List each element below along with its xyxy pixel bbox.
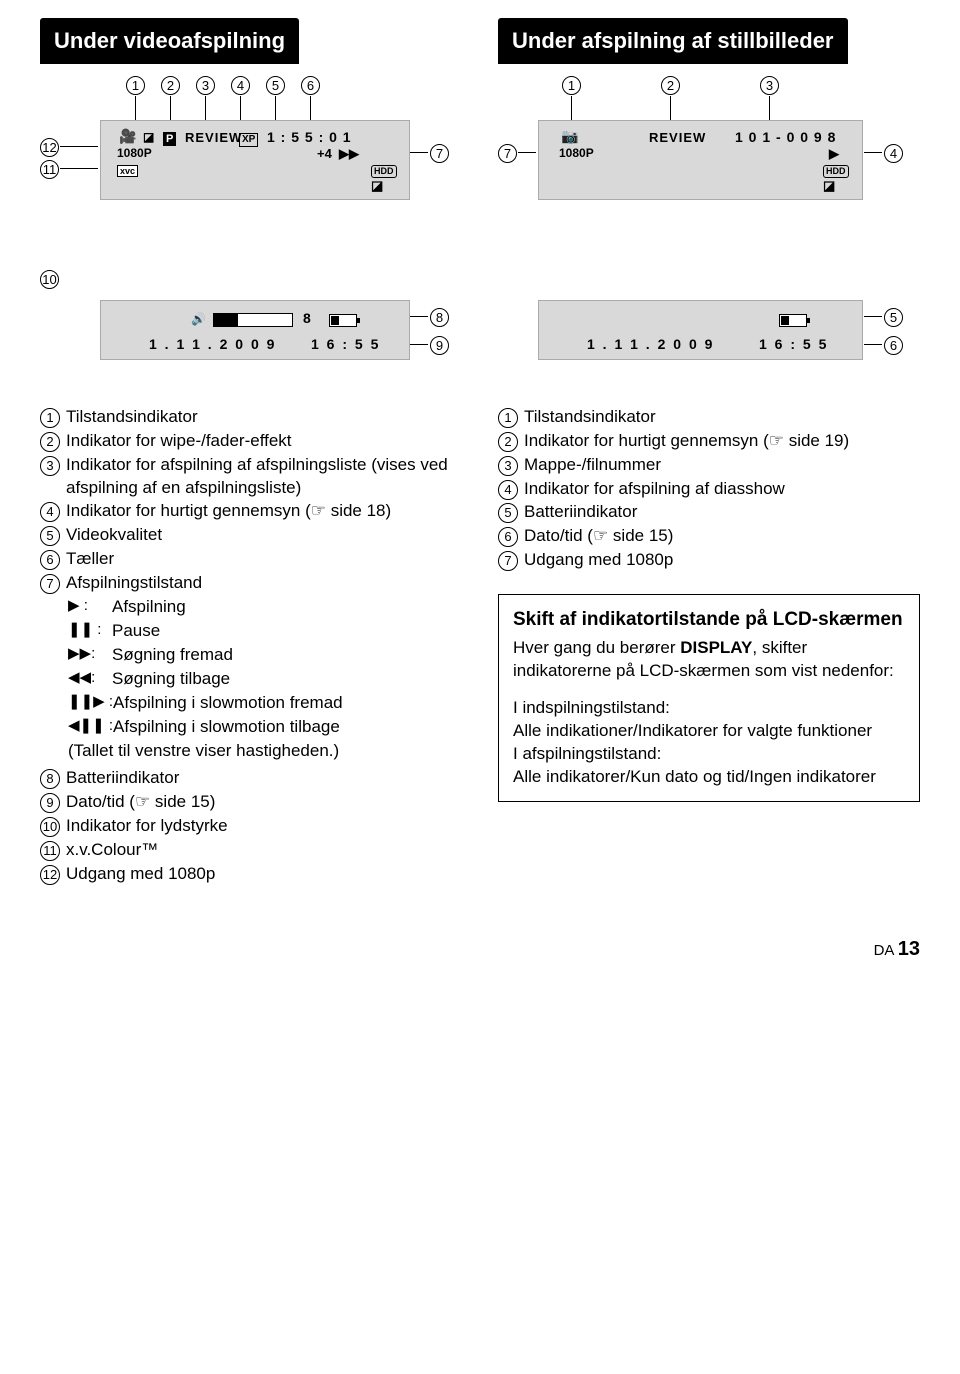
right-column: Under afspilning af stillbilleder 1 2 3 …: [498, 18, 920, 886]
xp-icon: XP: [239, 133, 258, 147]
osd-vol-value: 8: [303, 309, 311, 328]
slowfwd-icon: ❚❚▶ :: [68, 692, 113, 715]
still-diagram: 1 2 3 📷 REVIEW 1 0 1 - 0 0 9 8 1080P ▶ H…: [498, 76, 920, 386]
page-footer: DA 13: [40, 936, 920, 963]
item-text: Indikator for afspilning af diasshow: [524, 478, 920, 501]
left-column: Under videoafspilning 1 2 3 4 5 6 🎥 ◪: [40, 18, 462, 886]
osd-date: 1 . 1 1 . 2 0 0 9: [587, 335, 714, 354]
osd-review: REVIEW: [649, 129, 706, 147]
still-osd-bottom: 1 . 1 1 . 2 0 0 9 1 6 : 5 5: [538, 300, 863, 360]
osd-time: 1 6 : 5 5: [311, 335, 380, 354]
callout: 5: [884, 308, 903, 327]
playmode-text: Afspilning: [112, 596, 186, 619]
item-text: Videokvalitet: [66, 524, 462, 547]
callout: 7: [430, 144, 449, 163]
item-text: x.v.Colour™: [66, 839, 462, 862]
item-text: Batteriindikator: [524, 501, 920, 524]
playmode-text: Søgning fremad: [112, 644, 233, 667]
callout: 10: [40, 270, 59, 289]
slowrev-icon: ◀❚❚ :: [68, 716, 113, 739]
callout: 2: [661, 76, 680, 95]
right-tab-title: Under afspilning af stillbilleder: [498, 18, 848, 64]
pause-icon: ❚❚ :: [68, 620, 112, 643]
item-text: Udgang med 1080p: [66, 863, 462, 886]
battery-icon: [329, 314, 357, 327]
callout: 12: [40, 138, 59, 157]
note-title: Skift af indikatortilstande på LCD-skærm…: [513, 607, 905, 633]
osd-folder: 1 0 1 - 0 0 9 8: [735, 128, 836, 147]
callout: 3: [196, 76, 215, 95]
playmode-text: Søgning tilbage: [112, 668, 230, 691]
osd-date: 1 . 1 1 . 2 0 0 9: [149, 335, 276, 354]
item-text: Tilstandsindikator: [66, 406, 462, 429]
callout: 3: [760, 76, 779, 95]
callout: 2: [161, 76, 180, 95]
playmode-text: Pause: [112, 620, 160, 643]
item-text: Tilstandsindikator: [524, 406, 920, 429]
note-play-label: I afspilningstilstand:: [513, 743, 905, 766]
item-text: Mappe-/filnummer: [524, 454, 920, 477]
note-rec-body: Alle indikationer/Indikatorer for valgte…: [513, 720, 905, 743]
callout: 7: [498, 144, 517, 163]
callout: 6: [884, 336, 903, 355]
p-icon: P: [163, 132, 176, 146]
video-osd-top: 🎥 ◪ P REVIEW XP 1 : 5 5 : 0 1 1080P +4 ▶…: [100, 120, 410, 200]
playmode-text: Afspilning i slowmotion fremad: [113, 692, 343, 715]
callout: 4: [884, 144, 903, 163]
item-text: Udgang med 1080p: [524, 549, 920, 572]
callout: 8: [430, 308, 449, 327]
footer-page: 13: [898, 938, 920, 960]
item-text: Dato/tid (☞ side 15): [66, 791, 462, 814]
osd-res: 1080P: [559, 145, 594, 161]
video-item-list: 1Tilstandsindikator 2Indikator for wipe-…: [40, 406, 462, 886]
note-rec-label: I indspilningstilstand:: [513, 697, 905, 720]
playmode-text: Afspilning i slowmotion tilbage: [113, 716, 340, 739]
xvc-icon: xvc: [117, 165, 138, 177]
osd-res: 1080P: [117, 145, 152, 161]
video-osd-bottom: 🔊 8 1 . 1 1 . 2 0 0 9 1 6 : 5 5: [100, 300, 410, 360]
note-box: Skift af indikatortilstande på LCD-skærm…: [498, 594, 920, 801]
ff-icon: ▶▶:: [68, 644, 112, 667]
item-text: Indikator for hurtigt gennemsyn (☞ side …: [66, 500, 462, 523]
playmodes-note: (Tallet til venstre viser hastigheden.): [68, 740, 462, 763]
still-osd-top: 📷 REVIEW 1 0 1 - 0 0 9 8 1080P ▶ HDD ◪: [538, 120, 863, 200]
callout: 6: [301, 76, 320, 95]
osd-review: REVIEW: [185, 129, 242, 147]
callout: 1: [126, 76, 145, 95]
playmode-sublist: ▶ :Afspilning ❚❚ :Pause ▶▶:Søgning frema…: [68, 596, 462, 763]
callout: 1: [562, 76, 581, 95]
left-tab-title: Under videoafspilning: [40, 18, 299, 64]
item-text: Batteriindikator: [66, 767, 462, 790]
callout: 4: [231, 76, 250, 95]
osd-time: 1 6 : 5 5: [759, 335, 828, 354]
item-text: Dato/tid (☞ side 15): [524, 525, 920, 548]
volume-bar: [213, 313, 293, 327]
item-text: Indikator for wipe-/fader-effekt: [66, 430, 462, 453]
item-text: Indikator for hurtigt gennemsyn (☞ side …: [524, 430, 920, 453]
still-item-list: 1Tilstandsindikator 2Indikator for hurti…: [498, 406, 920, 573]
video-diagram: 1 2 3 4 5 6 🎥 ◪ P REVIEW XP 1 : 5 5 : 0: [40, 76, 462, 386]
osd-speed: +4: [317, 145, 332, 163]
rw-icon: ◀◀:: [68, 668, 112, 691]
note-play-body: Alle indikatorer/Kun dato og tid/Ingen i…: [513, 766, 905, 789]
footer-lang: DA: [874, 942, 894, 959]
callout: 5: [266, 76, 285, 95]
callout: 9: [430, 336, 449, 355]
callout: 11: [40, 160, 59, 179]
item-text: Indikator for lydstyrke: [66, 815, 462, 838]
item-text: Tæller: [66, 548, 462, 571]
battery-icon: [779, 314, 807, 327]
item-text: Afspilningstilstand: [66, 572, 462, 595]
note-body: Hver gang du berører DISPLAY, skifter in…: [513, 637, 905, 683]
item-text: Indikator for afspilning af afspilningsl…: [66, 454, 462, 500]
play-icon: ▶ :: [68, 596, 112, 619]
